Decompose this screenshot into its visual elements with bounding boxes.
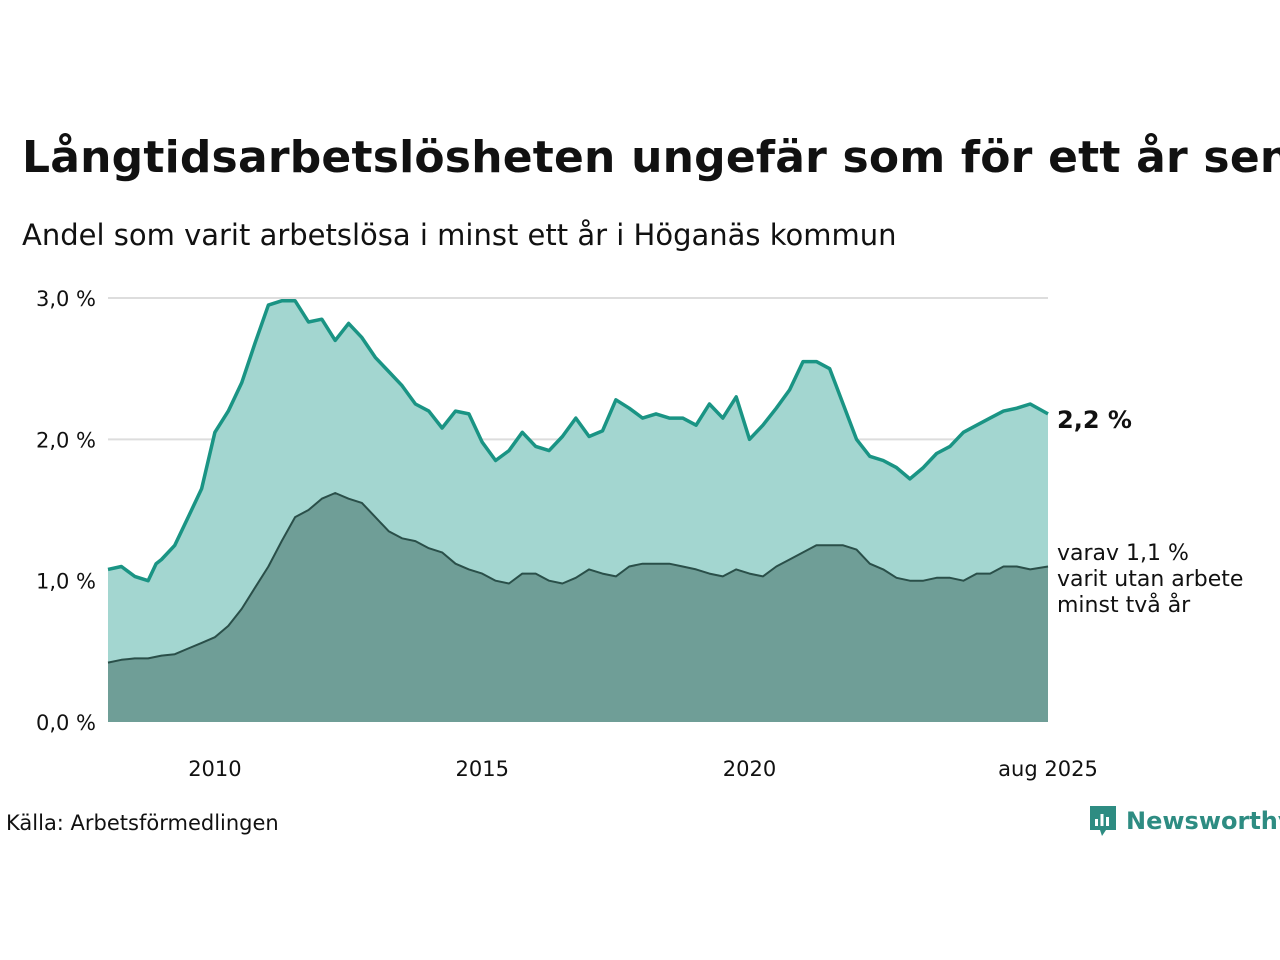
chart-lines bbox=[107, 299, 1049, 664]
sub-series-label: varav 1,1 % varit utan arbete minst två … bbox=[1057, 541, 1250, 618]
x-tick-label: aug 2025 bbox=[998, 757, 1098, 781]
chart-areas bbox=[108, 300, 1048, 722]
line-over_two_years bbox=[107, 492, 1049, 664]
sub-series-label-line-1: varav 1,1 % bbox=[1057, 541, 1189, 566]
x-tick-label: 2020 bbox=[723, 757, 776, 781]
brand-logo: Newsworthy bbox=[1088, 804, 1280, 838]
area-over_two_years bbox=[108, 493, 1048, 722]
line-total bbox=[107, 299, 1049, 583]
y-tick-label: 2,0 % bbox=[36, 428, 96, 452]
end-value-label: 2,2 % bbox=[1057, 406, 1132, 434]
y-tick-label: 1,0 % bbox=[36, 570, 96, 594]
chart-title: Långtidsarbetslösheten ungefär som för e… bbox=[22, 132, 1280, 183]
y-tick-label: 3,0 % bbox=[36, 287, 96, 311]
x-tick-label: 2015 bbox=[455, 757, 508, 781]
sub-series-label-line-3: minst två år bbox=[1057, 592, 1191, 618]
brand-name: Newsworthy bbox=[1126, 807, 1280, 835]
y-tick-label: 0,0 % bbox=[36, 711, 96, 735]
chart-subtitle: Andel som varit arbetslösa i minst ett å… bbox=[22, 218, 897, 252]
x-axis-ticks: 2010 2015 2020 aug 2025 bbox=[188, 757, 1098, 781]
source-note: Källa: Arbetsförmedlingen bbox=[6, 811, 279, 835]
x-tick-label: 2010 bbox=[188, 757, 241, 781]
area-chart: 0,0 % 1,0 % 2,0 % 3,0 % 2010 2015 2020 aug 202… bbox=[36, 287, 1250, 781]
newsworthy-logo-icon bbox=[1090, 806, 1116, 836]
sub-series-label-line-2: varit utan arbete bbox=[1057, 567, 1243, 592]
y-axis-ticks: 0,0 % 1,0 % 2,0 % 3,0 % bbox=[36, 287, 96, 735]
